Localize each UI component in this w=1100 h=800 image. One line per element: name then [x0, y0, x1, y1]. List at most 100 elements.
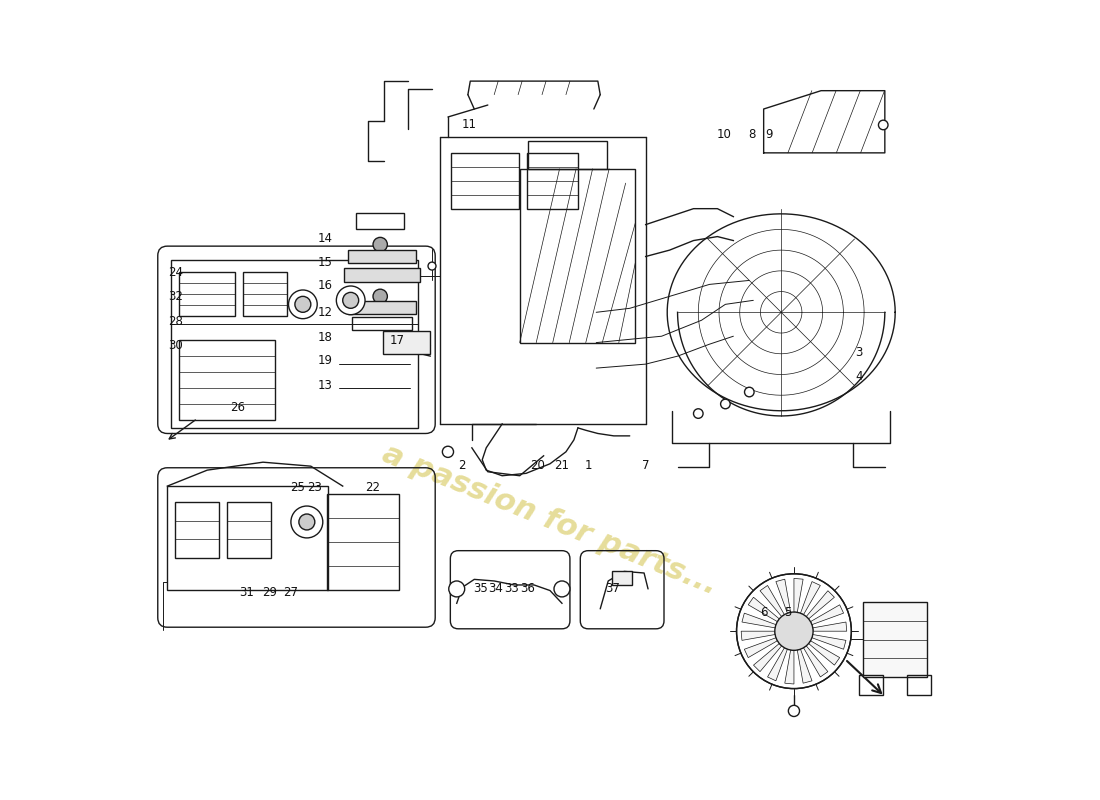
- Bar: [527, 153, 578, 209]
- Bar: [613, 570, 632, 585]
- Text: 25: 25: [289, 481, 305, 494]
- Bar: [859, 675, 883, 695]
- Circle shape: [299, 514, 315, 530]
- Polygon shape: [763, 90, 884, 153]
- Bar: [356, 213, 404, 229]
- Bar: [175, 502, 219, 558]
- Circle shape: [290, 506, 322, 538]
- Text: 33: 33: [505, 582, 519, 595]
- Polygon shape: [808, 641, 839, 665]
- Circle shape: [774, 612, 813, 650]
- Text: 11: 11: [461, 118, 476, 131]
- Bar: [179, 273, 235, 316]
- Polygon shape: [811, 605, 844, 625]
- Text: 27: 27: [284, 586, 298, 599]
- Bar: [167, 486, 328, 590]
- Text: 4: 4: [856, 370, 864, 382]
- Bar: [383, 331, 430, 354]
- Polygon shape: [812, 634, 846, 650]
- Text: 28: 28: [168, 315, 183, 328]
- Circle shape: [373, 238, 387, 252]
- Bar: [349, 250, 416, 263]
- Polygon shape: [768, 648, 788, 681]
- Text: 22: 22: [365, 481, 381, 494]
- Polygon shape: [678, 312, 884, 416]
- Polygon shape: [784, 650, 794, 684]
- Text: 34: 34: [488, 582, 503, 595]
- Text: 29: 29: [262, 586, 277, 599]
- Bar: [327, 494, 398, 590]
- Bar: [528, 141, 607, 169]
- Circle shape: [780, 587, 791, 598]
- Polygon shape: [760, 586, 784, 617]
- Polygon shape: [468, 81, 601, 94]
- Text: 10: 10: [716, 128, 732, 141]
- Polygon shape: [806, 590, 835, 619]
- Bar: [344, 268, 420, 282]
- Text: 8: 8: [748, 128, 756, 141]
- Text: 14: 14: [318, 232, 332, 245]
- Circle shape: [789, 706, 800, 717]
- Circle shape: [693, 409, 703, 418]
- Text: 12: 12: [318, 306, 332, 319]
- Polygon shape: [801, 582, 821, 614]
- Bar: [179, 340, 275, 420]
- Text: 21: 21: [554, 459, 570, 472]
- Bar: [243, 273, 287, 316]
- Bar: [349, 301, 416, 314]
- Text: 1: 1: [584, 459, 592, 472]
- Text: 36: 36: [520, 582, 535, 595]
- Circle shape: [288, 290, 317, 318]
- Text: 17: 17: [389, 334, 405, 346]
- Bar: [519, 169, 636, 342]
- Polygon shape: [813, 622, 847, 631]
- Text: 37: 37: [605, 582, 619, 595]
- Circle shape: [737, 574, 851, 689]
- Text: 35: 35: [473, 582, 488, 595]
- Circle shape: [720, 399, 730, 409]
- Circle shape: [337, 286, 365, 314]
- Text: 2: 2: [459, 459, 466, 472]
- Circle shape: [760, 587, 771, 598]
- Polygon shape: [798, 649, 812, 683]
- Polygon shape: [745, 638, 778, 658]
- Text: 3: 3: [856, 346, 864, 358]
- Polygon shape: [741, 631, 776, 640]
- Circle shape: [449, 581, 464, 597]
- Text: 19: 19: [318, 354, 332, 366]
- Text: 7: 7: [642, 459, 649, 472]
- Text: 26: 26: [230, 402, 245, 414]
- Polygon shape: [748, 598, 779, 622]
- Circle shape: [745, 387, 755, 397]
- Circle shape: [442, 446, 453, 458]
- Circle shape: [343, 292, 359, 308]
- Text: 23: 23: [307, 481, 322, 494]
- Text: 6: 6: [760, 606, 768, 619]
- Bar: [352, 317, 412, 330]
- Text: 24: 24: [168, 266, 183, 279]
- Text: 32: 32: [168, 290, 183, 303]
- Polygon shape: [668, 214, 895, 410]
- Circle shape: [554, 581, 570, 597]
- Text: 9: 9: [766, 128, 773, 141]
- Polygon shape: [776, 579, 791, 614]
- Polygon shape: [741, 613, 776, 628]
- Text: 20: 20: [530, 459, 546, 472]
- Polygon shape: [803, 646, 828, 677]
- Bar: [172, 261, 418, 428]
- Bar: [227, 502, 271, 558]
- Text: 5: 5: [784, 606, 791, 619]
- Text: a passion for parts...: a passion for parts...: [378, 439, 722, 600]
- Text: 30: 30: [168, 339, 183, 352]
- Text: 16: 16: [318, 279, 332, 293]
- Text: 31: 31: [240, 586, 254, 599]
- Circle shape: [295, 296, 311, 312]
- Circle shape: [428, 262, 436, 270]
- Circle shape: [879, 120, 888, 130]
- Bar: [451, 153, 519, 209]
- Text: 15: 15: [318, 256, 332, 270]
- Text: 13: 13: [318, 379, 332, 392]
- Text: 18: 18: [318, 331, 332, 344]
- Bar: [908, 675, 931, 695]
- Circle shape: [373, 289, 387, 303]
